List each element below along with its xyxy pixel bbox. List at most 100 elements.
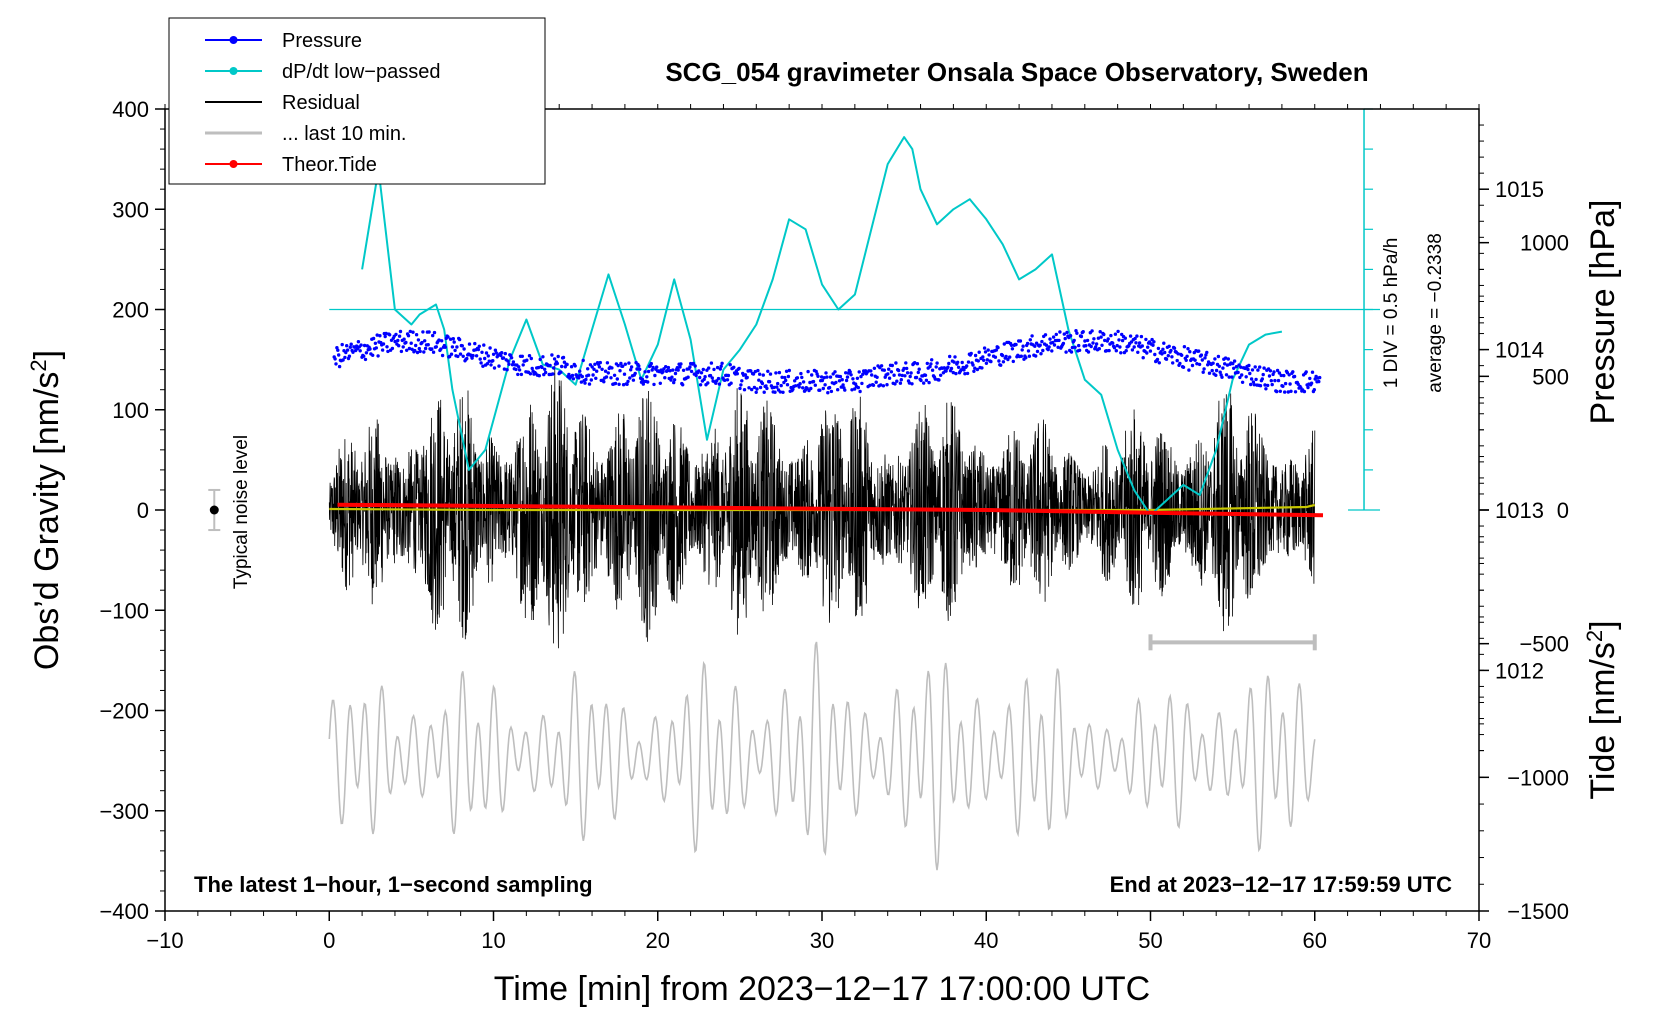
pressure-point bbox=[501, 356, 506, 360]
pressure-point bbox=[551, 372, 555, 376]
pressure-point bbox=[928, 364, 932, 369]
pressure-point bbox=[456, 354, 460, 359]
pressure-point bbox=[421, 330, 425, 334]
pressure-point bbox=[1283, 381, 1288, 386]
pressure-point bbox=[586, 367, 590, 371]
pressure-point bbox=[1263, 383, 1267, 387]
y-left-tick-label: −200 bbox=[99, 699, 149, 724]
pressure-point bbox=[747, 386, 751, 390]
pressure-point bbox=[937, 378, 941, 382]
pressure-point bbox=[609, 376, 613, 380]
pressure-point bbox=[510, 363, 515, 367]
pressure-point bbox=[1115, 343, 1119, 348]
pressure-point bbox=[474, 354, 479, 358]
pressure-point bbox=[406, 334, 411, 338]
pressure-point bbox=[583, 381, 587, 385]
pressure-point bbox=[1116, 329, 1120, 334]
y-left-tick-label: 200 bbox=[112, 298, 149, 323]
x-tick-label: 60 bbox=[1303, 928, 1327, 953]
pressure-point bbox=[1094, 342, 1099, 346]
pressure-point bbox=[385, 345, 389, 349]
pressure-point bbox=[1044, 343, 1049, 347]
pressure-point bbox=[827, 385, 832, 390]
pressure-point bbox=[1000, 353, 1005, 358]
pressure-point bbox=[434, 345, 438, 349]
pressure-point bbox=[829, 389, 834, 394]
pressure-point bbox=[898, 381, 903, 385]
pressure-point bbox=[478, 357, 482, 361]
pressure-point bbox=[437, 338, 441, 342]
pressure-point bbox=[481, 364, 485, 368]
pressure-point bbox=[1162, 341, 1166, 345]
pressure-point bbox=[983, 350, 988, 354]
pressure-point bbox=[1094, 345, 1098, 349]
pressure-point bbox=[1140, 344, 1145, 348]
pressure-point bbox=[1041, 348, 1045, 353]
pressure-point bbox=[786, 374, 791, 379]
pressure-point bbox=[824, 371, 828, 375]
pressure-point bbox=[735, 372, 739, 376]
pressure-point bbox=[663, 376, 667, 380]
pressure-point bbox=[965, 364, 969, 368]
pressure-point bbox=[337, 364, 342, 369]
pressure-point bbox=[1114, 349, 1119, 353]
pressure-point bbox=[1030, 334, 1034, 338]
pressure-point bbox=[471, 353, 475, 358]
pressure-point bbox=[1134, 341, 1138, 345]
pressure-tick-label: 1012 bbox=[1495, 658, 1544, 683]
pressure-point bbox=[633, 371, 637, 376]
pressure-point bbox=[1089, 344, 1093, 349]
pressure-point bbox=[1167, 344, 1171, 348]
pressure-point bbox=[672, 380, 676, 385]
x-tick-label: −10 bbox=[146, 928, 183, 953]
pressure-point bbox=[1202, 367, 1206, 371]
pressure-point bbox=[1039, 352, 1043, 356]
x-tick-label: 30 bbox=[810, 928, 834, 953]
pressure-point bbox=[410, 347, 414, 351]
pressure-point bbox=[559, 370, 563, 374]
pressure-point bbox=[491, 352, 496, 356]
pressure-point bbox=[959, 368, 963, 372]
pressure-point bbox=[383, 334, 387, 339]
pressure-point bbox=[527, 354, 532, 358]
pressure-point bbox=[1282, 373, 1286, 378]
pressure-point bbox=[494, 351, 498, 355]
pressure-point bbox=[693, 364, 697, 368]
pressure-point bbox=[528, 372, 533, 376]
pressure-point bbox=[756, 368, 760, 373]
pressure-point bbox=[1009, 343, 1014, 347]
pressure-point bbox=[1266, 383, 1270, 388]
pressure-point bbox=[516, 372, 520, 377]
pressure-point bbox=[973, 353, 978, 358]
pressure-point bbox=[976, 359, 980, 363]
pressure-point bbox=[868, 383, 872, 387]
pressure-point bbox=[1099, 335, 1103, 339]
pressure-point bbox=[963, 372, 967, 376]
pressure-point bbox=[907, 381, 912, 385]
pressure-point bbox=[819, 375, 824, 379]
pressure-point bbox=[603, 369, 608, 373]
pressure-point bbox=[987, 353, 991, 357]
pressure-point bbox=[856, 385, 860, 390]
pressure-point bbox=[514, 367, 518, 372]
pressure-point bbox=[593, 362, 597, 366]
pressure-point bbox=[565, 362, 569, 367]
pressure-point bbox=[661, 369, 665, 374]
pressure-point bbox=[1269, 379, 1274, 383]
pressure-point bbox=[595, 369, 599, 373]
pressure-point bbox=[956, 365, 961, 369]
pressure-point bbox=[414, 333, 419, 337]
pressure-point bbox=[678, 365, 682, 369]
pressure-point bbox=[577, 376, 581, 380]
tide-tick-label: 1000 bbox=[1520, 231, 1569, 256]
pressure-point bbox=[1205, 350, 1209, 355]
pressure-point bbox=[801, 380, 806, 384]
pressure-point bbox=[1153, 352, 1157, 357]
pressure-point bbox=[486, 354, 490, 358]
pressure-point bbox=[492, 366, 497, 370]
y-left-tick-label: 0 bbox=[137, 498, 149, 523]
pressure-point bbox=[694, 373, 698, 378]
pressure-point bbox=[1145, 351, 1149, 355]
tide-axis-title: Tide [nm/s2] bbox=[1582, 620, 1622, 799]
pressure-point bbox=[1072, 338, 1076, 343]
